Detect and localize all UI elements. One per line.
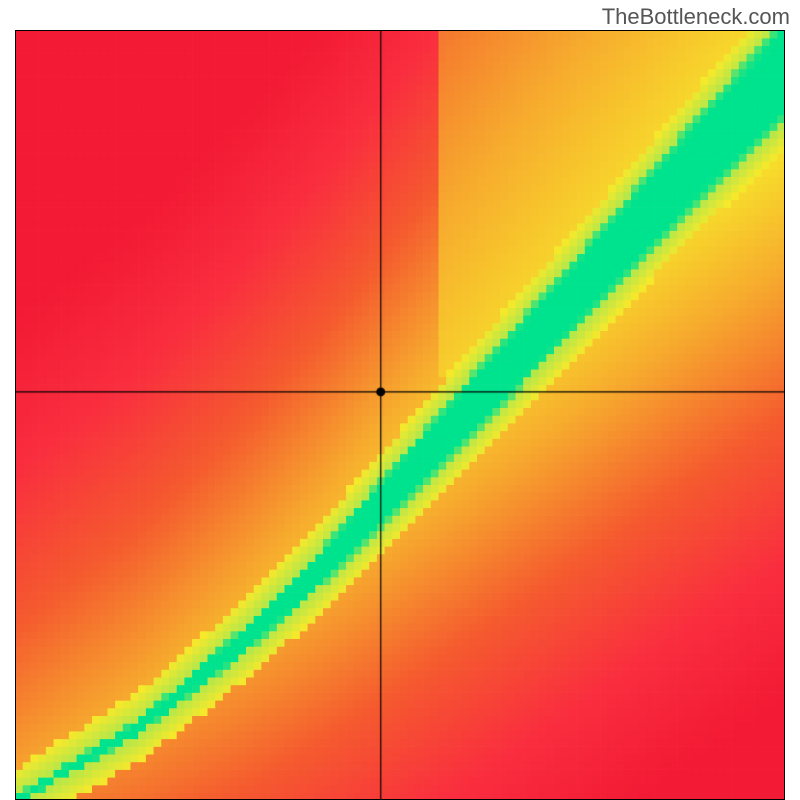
watermark-text: TheBottleneck.com — [602, 4, 790, 30]
page-container: TheBottleneck.com — [0, 0, 800, 800]
crosshair-overlay — [15, 30, 785, 800]
